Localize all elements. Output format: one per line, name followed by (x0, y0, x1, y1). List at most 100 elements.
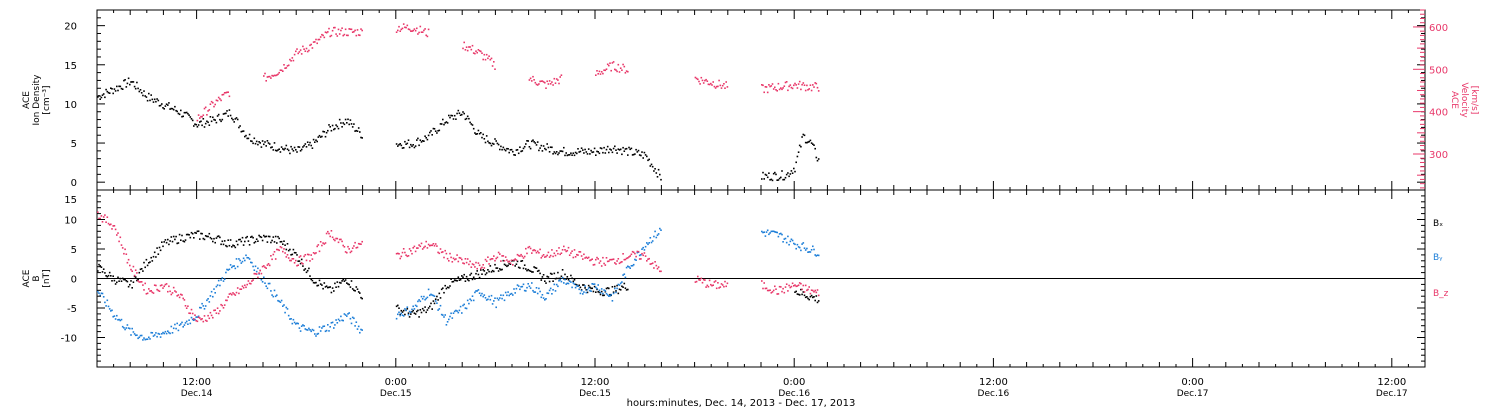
data-point (140, 92, 143, 94)
data-point (149, 338, 151, 340)
data-point (590, 290, 592, 292)
data-point (413, 28, 416, 30)
data-point (771, 230, 774, 233)
data-point (627, 257, 629, 259)
data-point (796, 285, 799, 287)
data-point (453, 258, 456, 261)
data-point (789, 173, 792, 175)
data-point (445, 324, 448, 326)
data-point (223, 304, 226, 306)
data-point (443, 316, 445, 318)
data-point (610, 258, 612, 261)
data-point (209, 116, 212, 118)
data-point (651, 165, 654, 168)
data-point (282, 148, 284, 150)
data-point (317, 284, 320, 287)
data-point (632, 251, 635, 254)
data-point (456, 280, 458, 282)
data-point (624, 148, 627, 150)
data-point (695, 77, 698, 80)
data-point (246, 235, 248, 238)
data-point (430, 302, 432, 305)
data-point (170, 236, 173, 238)
data-point (423, 140, 425, 142)
data-point (782, 178, 784, 181)
data-point (484, 141, 487, 144)
data-point (573, 154, 576, 157)
data-point (510, 292, 513, 295)
data-point (242, 287, 245, 289)
data-point (329, 326, 331, 328)
data-point (712, 284, 714, 286)
data-point (580, 255, 583, 257)
data-point (412, 29, 414, 32)
data-point (459, 278, 462, 281)
data-point (485, 260, 488, 262)
data-point (810, 294, 813, 297)
data-point (290, 318, 292, 320)
data-point (311, 47, 314, 49)
data-point (132, 81, 135, 83)
data-point (532, 271, 534, 273)
data-point (591, 258, 593, 260)
data-point (529, 247, 532, 250)
data-point (555, 277, 558, 280)
data-point (430, 130, 432, 132)
data-point (764, 86, 767, 88)
data-point (159, 104, 162, 107)
data-point (127, 285, 130, 288)
data-point (306, 329, 309, 331)
data-point (437, 309, 439, 311)
data-point (477, 262, 480, 264)
data-point (228, 244, 231, 247)
data-point (113, 88, 116, 90)
data-point (718, 79, 720, 82)
data-point (259, 269, 261, 272)
data-point (640, 258, 642, 260)
data-point (461, 258, 463, 261)
data-point (558, 152, 560, 154)
data-point (573, 249, 576, 251)
data-point (216, 307, 219, 309)
data-point (401, 314, 404, 316)
data-point (359, 292, 361, 294)
data-point (476, 133, 478, 135)
data-point (612, 291, 615, 293)
data-point (250, 261, 252, 264)
data-point (106, 90, 109, 93)
data-point (400, 309, 403, 312)
data-point (437, 251, 439, 254)
data-point (341, 319, 343, 322)
data-point (623, 65, 626, 68)
data-point (592, 264, 595, 266)
data-point (206, 235, 208, 238)
data-point (134, 87, 137, 90)
data-point (287, 314, 290, 317)
data-point (644, 255, 647, 257)
data-point (354, 130, 356, 132)
data-point (471, 44, 474, 47)
data-point (453, 114, 456, 117)
data-point (782, 241, 784, 243)
data-point (416, 310, 418, 313)
data-point (319, 136, 322, 138)
data-point (187, 305, 189, 307)
data-point (427, 134, 430, 137)
data-point (424, 135, 426, 137)
data-point (497, 251, 500, 254)
data-point (265, 267, 267, 269)
data-point (399, 257, 401, 260)
data-point (400, 255, 403, 258)
data-point (592, 151, 595, 153)
data-point (642, 246, 644, 249)
data-point (448, 114, 450, 117)
data-point (353, 317, 355, 320)
data-point (542, 254, 545, 256)
data-point (183, 111, 186, 114)
data-point (271, 294, 273, 296)
data-point (209, 103, 212, 105)
data-point (554, 254, 557, 257)
data-point (452, 280, 455, 283)
data-point (804, 249, 807, 251)
data-point (814, 147, 816, 150)
